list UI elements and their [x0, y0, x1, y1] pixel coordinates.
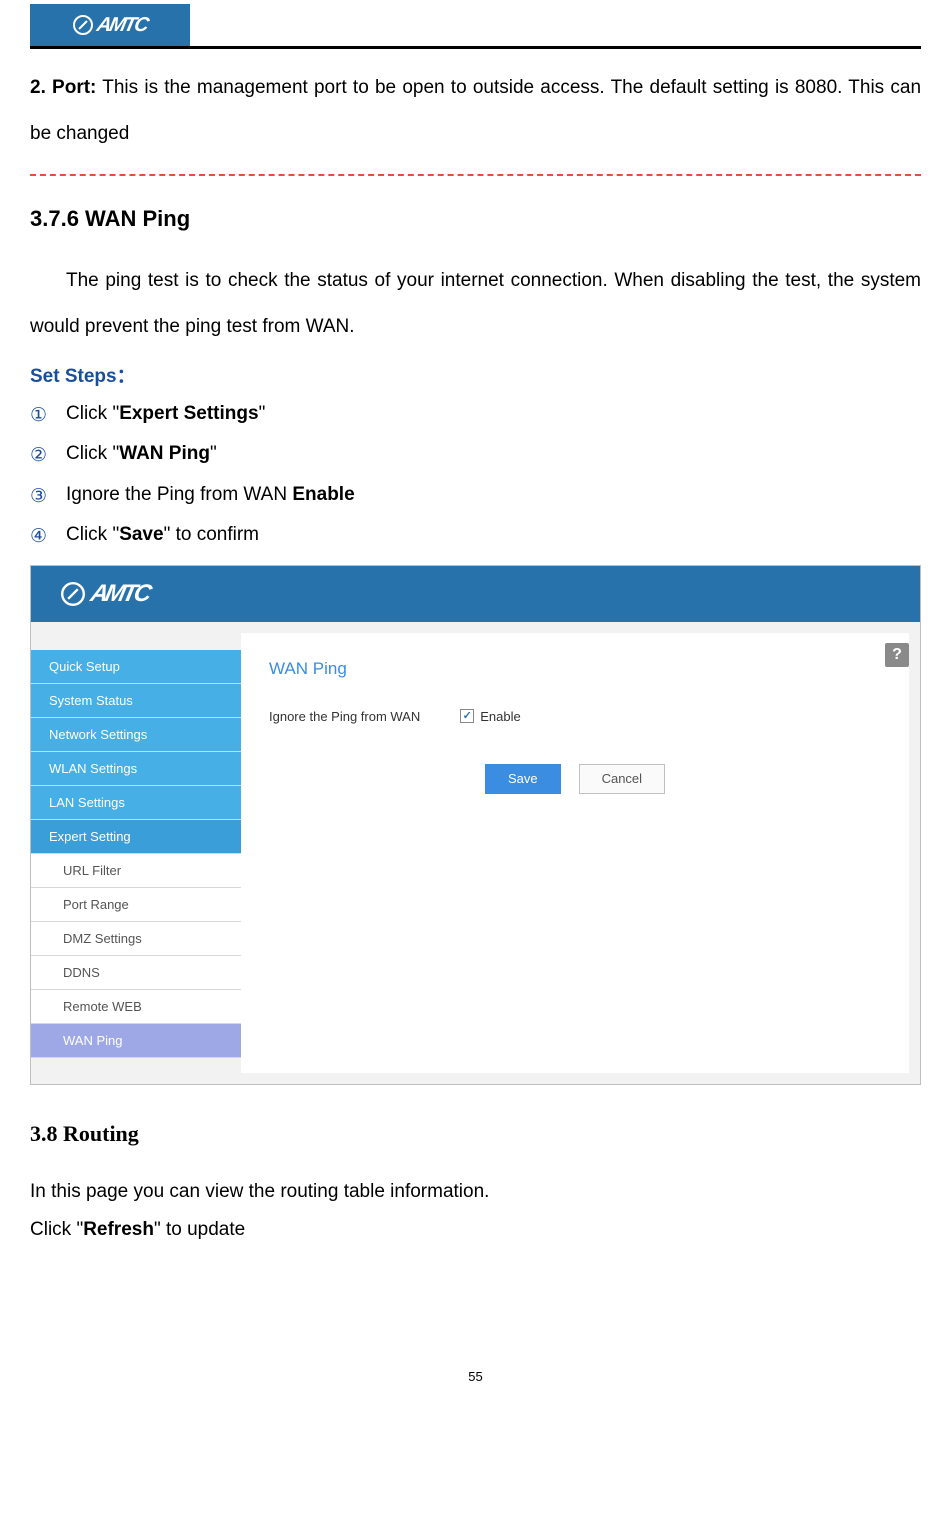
dashed-divider	[30, 174, 921, 176]
set-steps-label: Set Steps：	[30, 361, 921, 388]
sidebar-sub-remote-web[interactable]: Remote WEB	[31, 990, 241, 1024]
step-1: Click "Expert Settings"	[30, 396, 921, 432]
step-3: Ignore the Ping from WAN Enable	[30, 477, 921, 513]
ignore-ping-row: Ignore the Ping from WAN ✓ Enable	[269, 709, 881, 724]
ui-content-area: ? WAN Ping Ignore the Ping from WAN ✓ En…	[241, 622, 920, 1084]
logo-text: AMTC	[95, 14, 150, 37]
port-label: 2. Port:	[30, 77, 96, 98]
button-row: Save Cancel	[269, 764, 881, 794]
sidebar-item-expert-setting[interactable]: Expert Setting	[31, 820, 241, 854]
port-body: This is the management port to be open t…	[30, 77, 921, 144]
sidebar-sub-url-filter[interactable]: URL Filter	[31, 854, 241, 888]
heading-376: 3.7.6 WAN Ping	[30, 206, 921, 232]
content-title: WAN Ping	[269, 659, 881, 679]
logo-icon	[73, 15, 93, 35]
port-paragraph: 2. Port: This is the management port to …	[30, 65, 921, 156]
sidebar-item-lan-settings[interactable]: LAN Settings	[31, 786, 241, 820]
sidebar-item-network-settings[interactable]: Network Settings	[31, 718, 241, 752]
step-4: Click "Save" to confirm	[30, 517, 921, 553]
sidebar-sub-ddns[interactable]: DDNS	[31, 956, 241, 990]
help-icon[interactable]: ?	[885, 643, 909, 667]
steps-list: Click "Expert Settings" Click "WAN Ping"…	[30, 396, 921, 552]
enable-label: Enable	[480, 709, 520, 724]
page-number: 55	[30, 1369, 921, 1384]
enable-checkbox[interactable]: ✓	[460, 709, 474, 723]
brand-logo: AMTC	[30, 4, 190, 46]
ui-header-bar: AMTC	[31, 566, 920, 622]
ui-content-panel: ? WAN Ping Ignore the Ping from WAN ✓ En…	[241, 633, 909, 1073]
heading-38: 3.8 Routing	[30, 1121, 921, 1147]
save-button[interactable]: Save	[485, 764, 561, 794]
step-2: Click "WAN Ping"	[30, 436, 921, 472]
routing-para-a: In this page you can view the routing ta…	[30, 1173, 921, 1211]
ui-sidebar: Quick Setup System Status Network Settin…	[31, 622, 241, 1084]
sidebar-sub-dmz-settings[interactable]: DMZ Settings	[31, 922, 241, 956]
cancel-button[interactable]: Cancel	[579, 764, 665, 794]
router-ui-screenshot: AMTC Quick Setup System Status Network S…	[30, 565, 921, 1085]
header-rule	[30, 46, 921, 49]
ui-logo-text: AMTC	[88, 580, 151, 608]
sidebar-item-wlan-settings[interactable]: WLAN Settings	[31, 752, 241, 786]
intro-376: The ping test is to check the status of …	[30, 258, 921, 349]
sidebar-item-quick-setup[interactable]: Quick Setup	[31, 650, 241, 684]
sidebar-sub-port-range[interactable]: Port Range	[31, 888, 241, 922]
ignore-ping-label: Ignore the Ping from WAN	[269, 709, 420, 724]
sidebar-sub-wan-ping[interactable]: WAN Ping	[31, 1024, 241, 1058]
sidebar-item-system-status[interactable]: System Status	[31, 684, 241, 718]
ui-logo-icon	[61, 582, 85, 606]
routing-para-b: Click "Refresh" to update	[30, 1211, 921, 1249]
